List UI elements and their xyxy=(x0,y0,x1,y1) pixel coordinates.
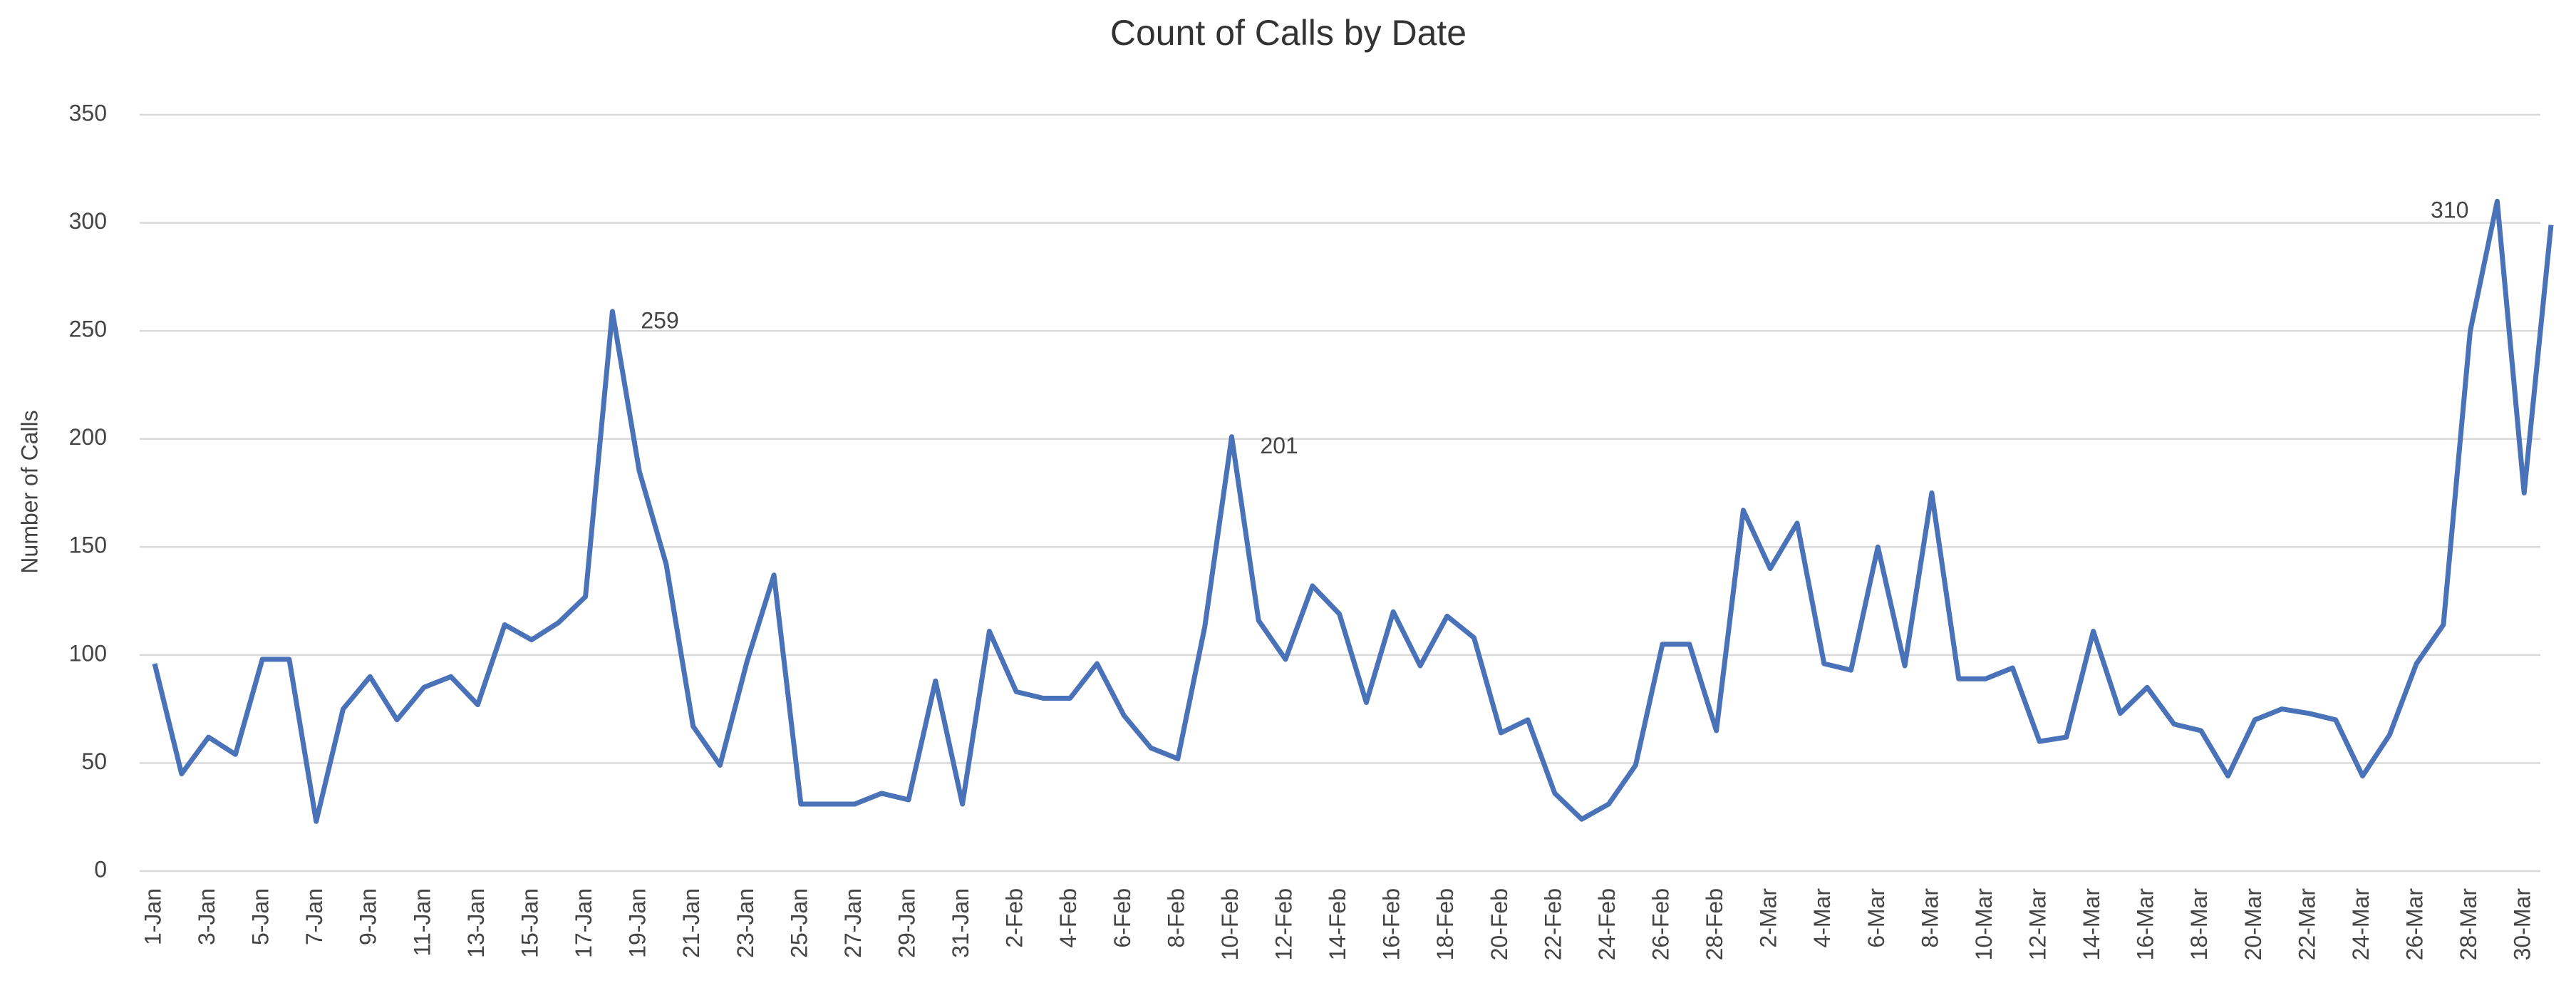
x-tick-label: 18-Mar xyxy=(2186,888,2212,961)
x-tick-label: 30-Mar xyxy=(2510,888,2535,961)
x-tick-label: 13-Jan xyxy=(463,888,489,958)
x-tick-label: 24-Mar xyxy=(2348,888,2374,961)
x-tick-label: 24-Feb xyxy=(1594,888,1620,960)
x-tick-label: 31-Jan xyxy=(948,888,973,958)
data-label: 259 xyxy=(641,307,678,333)
y-tick-label: 300 xyxy=(69,208,107,234)
x-tick-label: 26-Mar xyxy=(2402,888,2428,961)
x-tick-label: 10-Mar xyxy=(1971,888,1997,961)
x-tick-label: 4-Mar xyxy=(1809,888,1835,948)
x-tick-label: 14-Mar xyxy=(2079,888,2104,961)
x-tick-label: 7-Jan xyxy=(301,888,327,945)
x-tick-label: 3-Jan xyxy=(194,888,219,945)
x-tick-label: 8-Feb xyxy=(1163,888,1189,948)
chart-title: Count of Calls by Date xyxy=(1110,13,1467,53)
x-tick-label: 22-Mar xyxy=(2294,888,2319,961)
x-tick-label: 6-Feb xyxy=(1109,888,1135,948)
x-tick-label: 29-Jan xyxy=(894,888,919,958)
x-tick-label: 27-Jan xyxy=(840,888,866,958)
x-tick-label: 18-Feb xyxy=(1432,888,1458,960)
y-tick-label: 350 xyxy=(69,100,107,125)
y-tick-label: 250 xyxy=(69,317,107,342)
x-tick-label: 28-Feb xyxy=(1702,888,1727,960)
x-tick-label: 19-Jan xyxy=(625,888,651,958)
x-tick-label: 20-Feb xyxy=(1486,888,1512,960)
y-axis-label: Number of Calls xyxy=(16,410,42,573)
x-tick-label: 25-Jan xyxy=(786,888,812,958)
x-tick-label: 8-Mar xyxy=(1917,888,1943,948)
x-tick-label: 4-Feb xyxy=(1055,888,1081,948)
x-tick-label: 2-Feb xyxy=(1002,888,1028,948)
x-tick-label: 12-Feb xyxy=(1271,888,1296,960)
x-tick-label: 16-Feb xyxy=(1379,888,1405,960)
x-tick-label: 26-Feb xyxy=(1647,888,1673,960)
x-tick-label: 28-Mar xyxy=(2456,888,2481,961)
y-tick-label: 100 xyxy=(69,640,107,666)
x-tick-label: 5-Jan xyxy=(248,888,274,945)
y-tick-label: 150 xyxy=(69,532,107,558)
x-tick-label: 20-Mar xyxy=(2240,888,2266,961)
x-tick-label: 12-Mar xyxy=(2025,888,2051,961)
x-tick-label: 23-Jan xyxy=(733,888,758,958)
x-tick-label: 15-Jan xyxy=(517,888,542,958)
x-tick-label: 6-Mar xyxy=(1863,888,1889,948)
data-label: 201 xyxy=(1260,433,1298,458)
x-tick-label: 17-Jan xyxy=(571,888,596,958)
x-tick-label: 14-Feb xyxy=(1325,888,1350,960)
x-tick-label: 16-Mar xyxy=(2133,888,2158,961)
data-line xyxy=(152,198,2554,824)
y-tick-label: 0 xyxy=(94,856,107,882)
x-tick-label: 10-Feb xyxy=(1217,888,1243,960)
x-tick-label: 2-Mar xyxy=(1756,888,1781,948)
y-tick-label: 50 xyxy=(81,748,107,774)
y-tick-label: 200 xyxy=(69,424,107,450)
x-tick-label: 9-Jan xyxy=(356,888,381,945)
x-tick-label: 22-Feb xyxy=(1540,888,1566,960)
x-tick-label: 1-Jan xyxy=(140,888,165,945)
x-tick-label: 11-Jan xyxy=(409,888,435,956)
x-tick-label: 21-Jan xyxy=(678,888,704,958)
data-label: 310 xyxy=(2431,197,2468,223)
